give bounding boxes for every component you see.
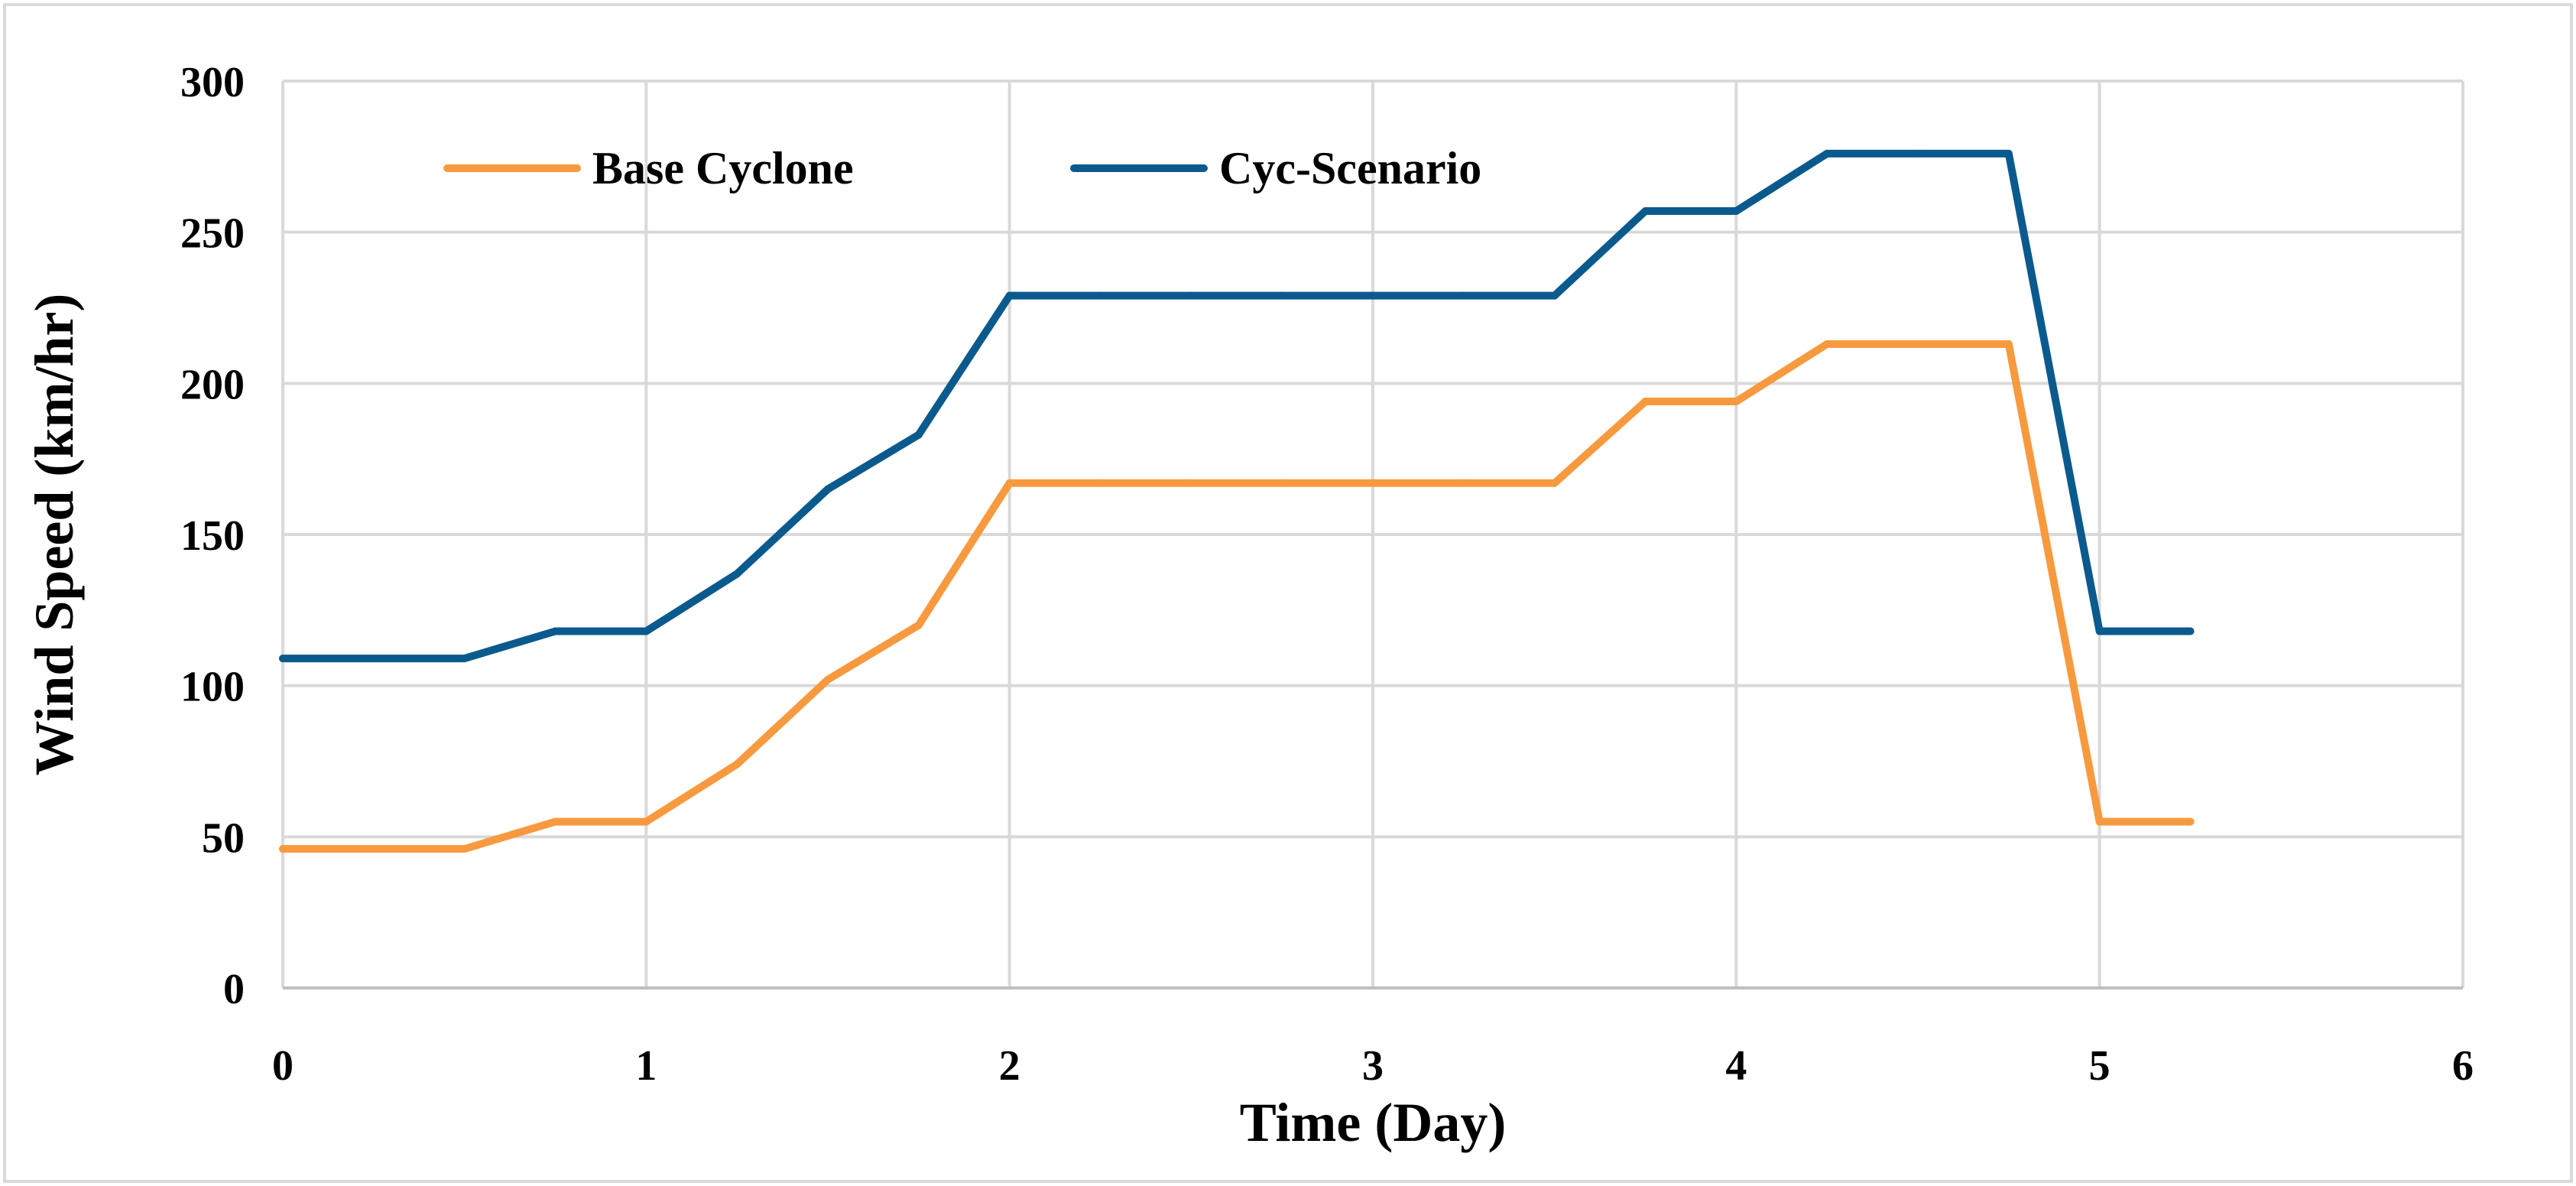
data-point — [1550, 479, 1559, 487]
data-point — [1914, 340, 1922, 348]
legend-label: Cyc-Scenario — [1219, 143, 1481, 193]
data-point — [1005, 479, 1014, 487]
data-point — [1823, 149, 1831, 158]
data-point — [1369, 479, 1377, 487]
data-point — [1641, 398, 1650, 406]
data-point — [460, 655, 469, 663]
x-tick-label: 4 — [1725, 1042, 1747, 1090]
data-point — [460, 845, 469, 853]
data-point — [1914, 149, 1922, 158]
data-point — [733, 760, 741, 768]
y-tick-label: 250 — [180, 210, 245, 258]
data-point — [2186, 817, 2195, 826]
data-point — [2095, 627, 2104, 635]
y-tick-label: 0 — [223, 966, 245, 1013]
data-point — [1096, 479, 1105, 487]
x-tick-label: 3 — [1362, 1042, 1384, 1090]
data-point — [824, 485, 832, 493]
legend: Base Cyclone Cyc-Scenario — [443, 143, 1481, 193]
y-axis-title: Wind Speed (km/hr) — [24, 294, 85, 776]
data-point — [2004, 340, 2013, 348]
data-point — [1641, 206, 1650, 215]
y-tick-label: 150 — [180, 512, 245, 560]
data-point — [642, 817, 650, 826]
data-point — [551, 817, 560, 826]
data-point — [279, 655, 287, 663]
data-point — [642, 627, 650, 635]
data-point — [2186, 627, 2195, 635]
data-point — [914, 431, 923, 439]
y-tick-label: 50 — [202, 814, 245, 862]
x-tick-label: 5 — [2089, 1042, 2110, 1090]
data-point — [2004, 149, 2013, 158]
data-point — [1005, 291, 1014, 300]
data-point — [1278, 291, 1286, 300]
data-point — [1550, 291, 1559, 300]
x-tick-label: 1 — [635, 1042, 657, 1090]
x-tick-label: 2 — [999, 1042, 1020, 1090]
data-point — [733, 570, 741, 578]
x-tick-label: 6 — [2452, 1042, 2474, 1090]
chart-frame — [3, 3, 2573, 1183]
data-point — [1096, 291, 1105, 300]
data-point — [1187, 291, 1196, 300]
data-point — [1459, 291, 1468, 300]
data-point — [2095, 817, 2104, 826]
grid — [281, 80, 2464, 988]
x-axis-title: Time (Day) — [1240, 1092, 1507, 1153]
data-point — [551, 627, 560, 635]
x-tick-label: 0 — [272, 1042, 294, 1090]
y-tick-label: 200 — [180, 361, 245, 408]
data-point — [279, 845, 287, 853]
data-point — [824, 675, 832, 684]
data-point — [1459, 479, 1468, 487]
y-tick-label: 100 — [180, 664, 245, 711]
tick-labels: 0 50 100 150 200 250 300 0 1 2 3 4 5 6 — [180, 59, 2474, 1090]
legend-label: Base Cyclone — [592, 143, 854, 193]
data-point — [1278, 479, 1286, 487]
series — [279, 149, 2195, 853]
data-point — [1369, 291, 1377, 300]
data-point — [1732, 398, 1741, 406]
data-point — [1187, 479, 1196, 487]
data-point — [1732, 206, 1741, 215]
data-point — [1823, 340, 1831, 348]
y-tick-label: 300 — [180, 59, 245, 106]
data-point — [914, 621, 923, 629]
